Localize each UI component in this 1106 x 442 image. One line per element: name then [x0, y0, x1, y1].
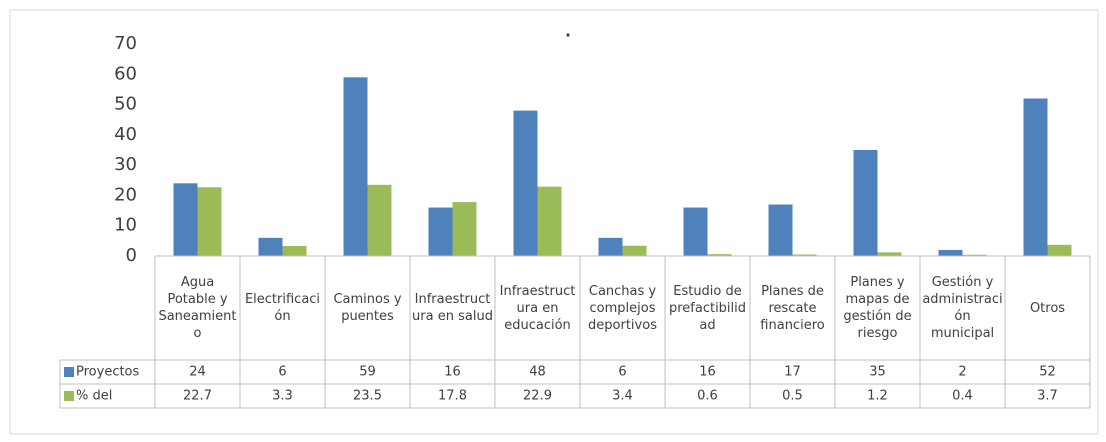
bar — [792, 254, 817, 256]
table-value: 0.6 — [697, 389, 718, 404]
bar — [343, 77, 368, 256]
bar — [853, 150, 878, 256]
bar — [1023, 98, 1048, 256]
category-cell: Electrificación — [244, 292, 321, 324]
category-cell: Gestión y administración municipal — [922, 275, 1003, 341]
chart-title: . — [565, 22, 571, 41]
bar — [513, 110, 538, 256]
x-tick-label: Estudio de prefactibilidad — [668, 283, 747, 333]
category-cell: Agua Potable y Saneamiento — [158, 275, 237, 341]
table-value: 22.9 — [523, 389, 552, 404]
bar — [683, 207, 708, 256]
table-value: 17.8 — [438, 389, 467, 404]
table-value: 59 — [359, 365, 376, 380]
category-cell: Infraestructura en educación — [499, 283, 576, 333]
legend-label: Proyectos — [76, 365, 140, 380]
x-tick-label: Agua Potable y Saneamiento — [158, 275, 237, 341]
bar — [598, 237, 623, 256]
table-value: 24 — [189, 365, 206, 380]
category-cell: Canchas y complejos deportivos — [588, 283, 657, 333]
bar — [173, 183, 198, 256]
table-value: 16 — [444, 365, 461, 380]
table-value: 6 — [278, 365, 286, 380]
table-value: 0.4 — [952, 389, 973, 404]
category-cell: Caminos y puentes — [333, 292, 402, 324]
table-value: 16 — [699, 365, 716, 380]
x-tick-label: Otros — [1029, 300, 1066, 316]
y-tick-label: 30 — [114, 154, 137, 175]
table-value: 48 — [529, 365, 546, 380]
y-tick-label: 60 — [114, 63, 137, 84]
y-tick-label: 0 — [126, 245, 137, 266]
bar — [622, 245, 647, 256]
bar — [938, 249, 963, 256]
bar — [877, 252, 902, 256]
x-tick-label: Canchas y complejos deportivos — [588, 283, 657, 333]
table-value: 3.7 — [1037, 389, 1058, 404]
y-tick-label: 70 — [114, 33, 137, 54]
x-tick-label: Infraestructura en salud — [412, 292, 493, 324]
table-value: 6 — [618, 365, 626, 380]
table-value: 0.5 — [782, 389, 803, 404]
legend-label: % del — [76, 389, 112, 404]
category-cell: Planes y mapas de gestión de riesgo — [843, 275, 912, 341]
table-value: 22.7 — [183, 389, 212, 404]
bar — [428, 207, 453, 256]
x-tick-label: Planes de rescate financiero — [760, 283, 825, 333]
x-tick-label: Electrificación — [244, 292, 321, 324]
table-value: 1.2 — [867, 389, 888, 404]
table-value: 23.5 — [353, 389, 382, 404]
bar — [367, 184, 392, 256]
legend-key — [64, 391, 74, 401]
x-tick-label: Planes y mapas de gestión de riesgo — [843, 275, 912, 341]
y-tick-label: 10 — [114, 215, 137, 236]
table-value: 35 — [869, 365, 886, 380]
bar — [258, 237, 283, 256]
bar — [962, 254, 987, 256]
bar — [197, 187, 222, 256]
x-tick-label: Gestión y administración municipal — [922, 275, 1003, 341]
y-tick-label: 50 — [114, 94, 137, 115]
bar — [537, 186, 562, 256]
bar — [1047, 244, 1072, 256]
legend-key — [64, 367, 74, 377]
x-tick-label: Caminos y puentes — [333, 292, 402, 324]
bar — [282, 246, 307, 256]
bar — [452, 202, 477, 256]
x-tick-label: Infraestructura en educación — [499, 283, 576, 333]
bar — [707, 254, 732, 256]
category-cell: Infraestructura en salud — [412, 292, 493, 324]
table-value: 3.4 — [612, 389, 633, 404]
category-cell: Otros — [1029, 300, 1066, 316]
y-tick-label: 20 — [114, 184, 137, 205]
category-cell: Planes de rescate financiero — [760, 283, 825, 333]
y-tick-label: 40 — [114, 124, 137, 145]
table-value: 52 — [1039, 365, 1056, 380]
bar — [768, 204, 793, 256]
table-value: 3.3 — [272, 389, 293, 404]
table-value: 17 — [784, 365, 801, 380]
category-cell: Estudio de prefactibilidad — [668, 283, 747, 333]
table-value: 2 — [958, 365, 966, 380]
